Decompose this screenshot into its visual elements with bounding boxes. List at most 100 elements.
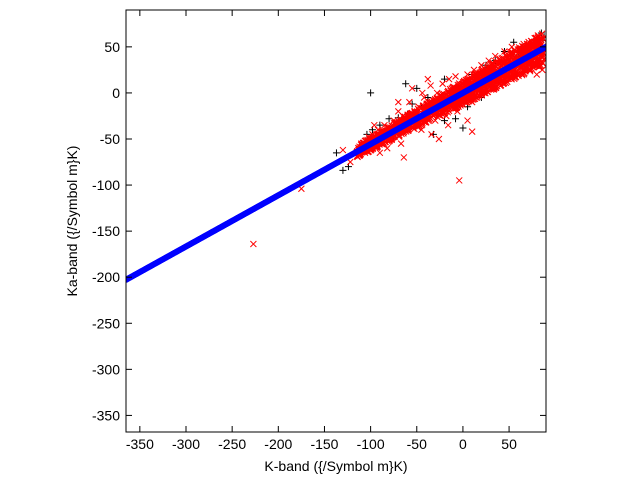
point-red-16 — [399, 112, 407, 120]
point-red-55 — [491, 52, 499, 60]
y-tick-label-5: -200 — [92, 269, 120, 285]
point-black-21 — [452, 115, 460, 123]
band-red-1375 — [390, 119, 398, 127]
band-red-1233 — [504, 75, 512, 83]
band-red-1392 — [473, 93, 481, 100]
point-red-73 — [533, 71, 541, 78]
x-tick-label-8: 50 — [501, 436, 517, 452]
band-red-1348 — [510, 68, 518, 75]
band-red-1362 — [532, 34, 540, 42]
point-red-0 — [250, 240, 257, 248]
point-red-38 — [454, 108, 461, 115]
point-red-52 — [485, 57, 493, 65]
point-red-85 — [370, 121, 378, 129]
band-red-1380 — [401, 113, 409, 121]
band-red-1395 — [479, 66, 486, 74]
band-red-1176 — [433, 95, 441, 103]
point-red-58 — [499, 54, 506, 62]
band-red-1178 — [490, 81, 497, 89]
y-tick-label-6: -250 — [92, 315, 120, 331]
x-tick-label-7: 0 — [459, 436, 467, 452]
point-black-0 — [332, 149, 340, 157]
point-red-15 — [397, 140, 405, 147]
point-red-89 — [481, 89, 489, 97]
point-red-26 — [426, 98, 434, 106]
point-black-1 — [339, 166, 347, 174]
point-red-24 — [420, 94, 428, 101]
x-tick-label-4: -150 — [310, 436, 338, 452]
x-axis-label: K-band ({/Symbol m}K) — [264, 458, 407, 474]
x-tick-label-0: -350 — [126, 436, 154, 452]
band-red-1399 — [481, 66, 489, 73]
y-tick-label-7: -300 — [92, 361, 120, 377]
x-tick-label-2: -250 — [218, 436, 246, 452]
band-red-1393 — [499, 77, 507, 85]
x-tick-label-5: -100 — [357, 436, 385, 452]
band-red-1371 — [532, 61, 540, 69]
point-red-21 — [411, 108, 419, 115]
point-red-27 — [427, 82, 434, 89]
point-red-83 — [452, 72, 459, 80]
point-red-84 — [435, 135, 443, 143]
x-tick-label-6: -50 — [407, 436, 427, 452]
point-black-14 — [402, 80, 410, 88]
band-red-1342 — [454, 99, 461, 107]
y-axis-label: Ka-band ({/Symbol m}K) — [64, 146, 80, 297]
point-red-35 — [445, 75, 453, 83]
point-red-20 — [408, 84, 416, 92]
band-red-1361 — [499, 60, 506, 68]
band-red-1235 — [496, 80, 503, 87]
point-red-18 — [406, 98, 413, 106]
point-red-41 — [459, 80, 467, 88]
band-red-1114 — [470, 74, 477, 81]
point-red-7 — [374, 126, 382, 134]
band-red-1378 — [407, 110, 415, 117]
band-red-1388 — [515, 48, 522, 56]
y-tick-label-8: -350 — [92, 407, 120, 423]
point-red-88 — [444, 121, 452, 129]
point-red-86 — [365, 133, 373, 141]
band-red-1137 — [508, 74, 516, 81]
band-red-1275 — [438, 90, 446, 98]
band-red-1269 — [520, 43, 528, 51]
axes: -350 -300 -250 -200 -150 -100 -50 0 50 50 0 -50 -100… — [92, 9, 547, 452]
point-red-75 — [538, 66, 546, 74]
x-tick-label-3: -200 — [264, 436, 292, 452]
point-black-41 — [413, 84, 421, 92]
x-tick-label-1: -300 — [172, 436, 200, 452]
band-red-1329 — [487, 86, 495, 93]
point-black-44 — [459, 124, 467, 132]
point-red-76 — [400, 154, 408, 161]
point-red-23 — [418, 126, 425, 134]
point-red-3 — [346, 158, 354, 166]
point-red-9 — [381, 121, 388, 129]
point-red-22 — [415, 103, 422, 111]
point-red-45 — [468, 98, 476, 106]
point-red-43 — [464, 71, 471, 78]
point-red-30 — [433, 89, 441, 97]
band-red-1238 — [523, 65, 530, 72]
plot-frame — [125, 9, 547, 433]
y-tick-label-2: -50 — [100, 131, 120, 147]
point-red-46 — [470, 66, 478, 74]
point-red-74 — [536, 57, 543, 65]
data-layer — [126, 29, 546, 283]
point-black-13 — [367, 89, 375, 97]
band-red-1203 — [441, 107, 449, 115]
plot-area — [126, 29, 546, 283]
band-red-1332 — [461, 96, 468, 104]
point-red-12 — [390, 117, 398, 124]
point-red-40 — [455, 177, 463, 184]
point-red-79 — [376, 149, 384, 157]
point-red-80 — [394, 98, 402, 106]
point-red-78 — [424, 75, 432, 83]
point-red-82 — [464, 117, 471, 124]
point-red-6 — [369, 131, 376, 138]
point-red-32 — [439, 80, 446, 88]
band-red-1132 — [395, 131, 403, 139]
y-tick-label-0: 50 — [104, 39, 120, 55]
point-red-56 — [494, 61, 502, 69]
band-red-1077 — [489, 59, 497, 67]
point-red-87 — [418, 89, 426, 97]
